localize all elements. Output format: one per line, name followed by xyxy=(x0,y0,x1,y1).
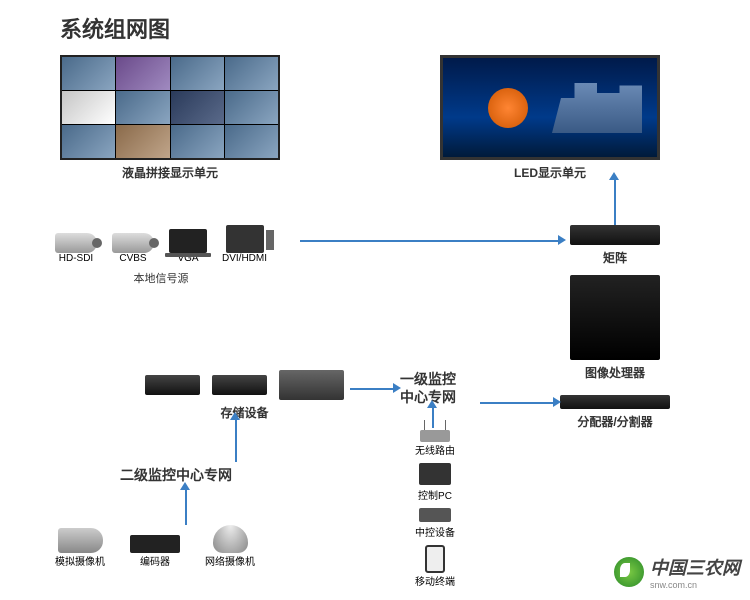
source-cvbs: CVBS xyxy=(112,233,154,264)
laptop-icon xyxy=(169,229,207,253)
arrow-matrix-to-led xyxy=(614,180,616,225)
matrix-icon xyxy=(570,225,660,245)
storage-devices: 存储设备 xyxy=(145,370,344,421)
storage-icon xyxy=(145,375,200,395)
dome-camera-icon xyxy=(213,525,248,553)
arrow-level1-to-splitter xyxy=(480,402,555,404)
wireless-router: 无线路由 xyxy=(415,430,455,457)
lcd-label: 液晶拼接显示单元 xyxy=(60,164,280,181)
pc-icon xyxy=(226,225,264,253)
matrix-label: 矩阵 xyxy=(570,249,660,266)
led-display-unit: LED显示单元 xyxy=(440,55,660,181)
analog-camera: 模拟摄像机 xyxy=(55,528,105,568)
camera-icon xyxy=(55,233,97,253)
control-devices: 无线路由 控制PC 中控设备 移动终端 xyxy=(415,430,455,594)
arrow-head-icon xyxy=(558,235,566,245)
splitter-label: 分配器/分割器 xyxy=(560,413,670,430)
watermark-url: snw.com.cn xyxy=(650,580,740,590)
arrow-head-icon xyxy=(427,400,437,408)
processor-label: 图像处理器 xyxy=(570,364,660,381)
arrow-control-to-level1 xyxy=(432,408,434,428)
processor-icon xyxy=(570,275,660,360)
arrow-head-icon xyxy=(230,412,240,420)
image-processor: 图像处理器 xyxy=(570,275,660,381)
splitter-icon xyxy=(560,395,670,409)
tablet-icon xyxy=(425,545,445,573)
logo-icon xyxy=(614,557,644,587)
arrow-level2-to-storage xyxy=(235,420,237,462)
storage-icon xyxy=(212,375,267,395)
matrix-device: 矩阵 xyxy=(570,225,660,266)
central-control: 中控设备 xyxy=(415,508,455,539)
arrow-head-icon xyxy=(609,172,619,180)
source-dvihdmi: DVI/HDMI xyxy=(222,225,267,264)
local-sources: HD-SDI CVBS VGA DVI/HDMI 本地信号源 xyxy=(55,225,267,286)
network-camera: 网络摄像机 xyxy=(205,525,255,568)
camera-row: 模拟摄像机 编码器 网络摄像机 xyxy=(55,525,255,568)
encoder-icon xyxy=(130,535,180,553)
storage-label: 存储设备 xyxy=(145,404,344,421)
diagram-title: 系统组网图 xyxy=(60,12,170,44)
led-label: LED显示单元 xyxy=(440,164,660,181)
local-sources-label: 本地信号源 xyxy=(55,270,267,286)
watermark-brand: 中国三农网 xyxy=(650,554,740,580)
arrow-head-icon xyxy=(180,482,190,490)
arrow-sources-to-matrix xyxy=(300,240,560,242)
source-vga: VGA xyxy=(169,229,207,264)
led-screen-icon xyxy=(440,55,660,160)
arrow-storage-to-level1 xyxy=(350,388,395,390)
mobile-terminal: 移动终端 xyxy=(415,545,455,588)
camera-icon xyxy=(58,528,103,553)
source-hdsdi: HD-SDI xyxy=(55,233,97,264)
control-pc: 控制PC xyxy=(415,463,455,502)
rack-icon xyxy=(419,508,451,522)
watermark: 中国三农网 snw.com.cn xyxy=(614,554,740,590)
pc-icon xyxy=(419,463,451,485)
disk-array-icon xyxy=(279,370,344,400)
camera-icon xyxy=(112,233,154,253)
level2-network: 二级监控中心专网 xyxy=(120,465,232,485)
arrow-head-icon xyxy=(393,383,401,393)
splitter-device: 分配器/分割器 xyxy=(560,395,670,430)
videowall-icon xyxy=(60,55,280,160)
arrow-head-icon xyxy=(553,397,561,407)
encoder-device: 编码器 xyxy=(130,535,180,568)
lcd-display-unit: 液晶拼接显示单元 xyxy=(60,55,280,181)
level2-label: 二级监控中心专网 xyxy=(120,465,232,485)
arrow-cameras-to-level2 xyxy=(185,490,187,525)
router-icon xyxy=(420,430,450,442)
